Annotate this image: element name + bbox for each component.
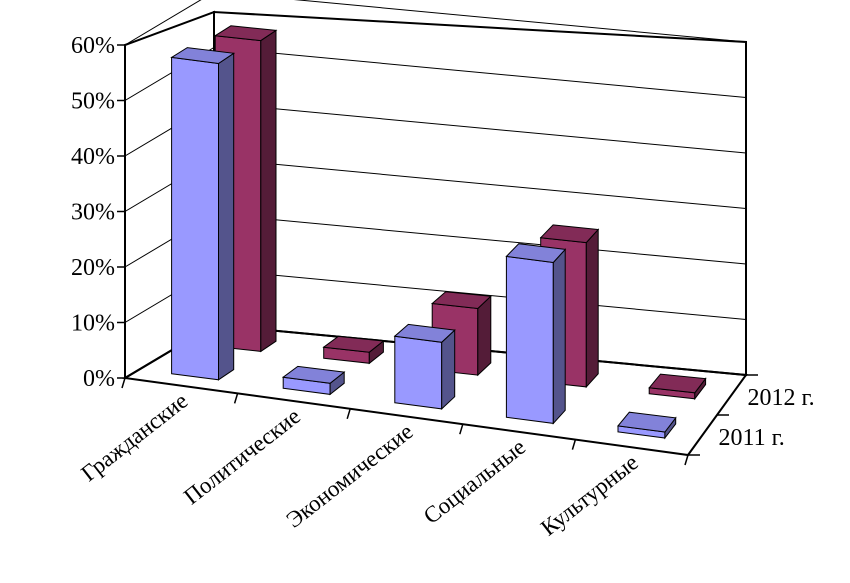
bar-side-face	[218, 52, 235, 381]
bar-top-face	[170, 47, 236, 65]
bar-side-face	[477, 295, 492, 377]
bar	[170, 47, 236, 381]
y-tick-label: 20%	[71, 255, 115, 281]
axes	[117, 44, 758, 466]
bar-top-face	[431, 291, 492, 310]
category-label: Культурные	[536, 450, 643, 541]
bar	[322, 335, 385, 365]
bar-top-face	[505, 243, 567, 264]
bar-side-face	[552, 248, 566, 425]
bar-top-face	[213, 25, 278, 42]
gridline	[124, 0, 747, 46]
bar	[505, 243, 567, 425]
x-tick-mark	[571, 439, 577, 450]
series-label: 2012 г.	[748, 385, 815, 411]
category-label: Социальные	[419, 434, 530, 529]
bar	[648, 373, 707, 401]
bar-top-face	[281, 365, 346, 384]
x-tick-mark	[684, 454, 689, 466]
bar	[393, 323, 456, 411]
category-label: Экономические	[281, 419, 417, 533]
bar-front-face	[505, 255, 554, 424]
y-tick-label: 0%	[83, 366, 115, 392]
bar	[281, 365, 346, 396]
bar-top-face	[648, 373, 707, 394]
x-tick-mark	[121, 377, 126, 389]
y-tick-label: 10%	[71, 311, 115, 337]
x-tick-mark	[346, 408, 351, 420]
bar-front-face	[394, 335, 443, 410]
category-label: Политические	[179, 403, 305, 509]
bar-front-face	[171, 56, 219, 381]
x-tick-mark	[459, 423, 464, 435]
bar-top-face	[539, 224, 600, 244]
bar	[617, 411, 677, 440]
bar-top-face	[322, 335, 385, 353]
y-tick-label: 60%	[71, 33, 115, 59]
bar-side-face	[441, 328, 456, 411]
bars	[170, 25, 707, 440]
y-tick-label: 40%	[71, 144, 115, 170]
series-label: 2011 г.	[719, 425, 785, 451]
gridline	[124, 46, 747, 101]
x-tick-mark	[233, 393, 239, 404]
bar-top-face	[393, 323, 456, 343]
category-label: Гражданские	[76, 388, 192, 486]
bar-side-face	[585, 228, 599, 389]
bar-top-face	[617, 411, 677, 433]
y-tick-label: 30%	[71, 200, 115, 226]
y-tick-label: 50%	[71, 89, 115, 115]
bar-side-face	[260, 29, 277, 353]
